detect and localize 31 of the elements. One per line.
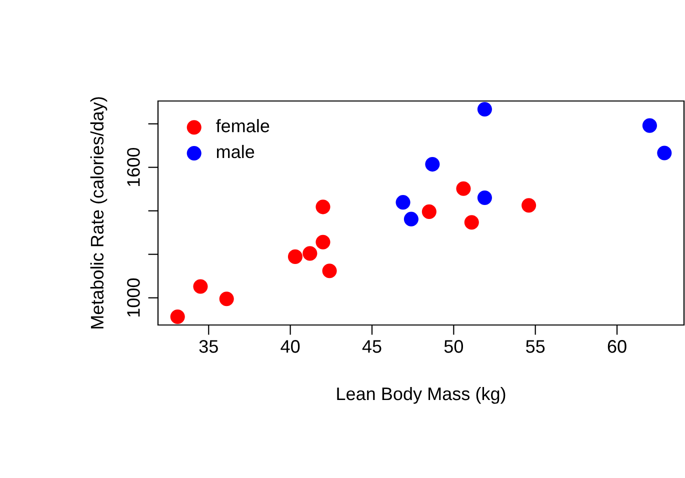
x-axis-title: Lean Body Mass (kg) (337, 386, 506, 404)
x-tick-label: 45 (362, 340, 382, 353)
x-tick-label: 50 (444, 340, 464, 353)
point (456, 181, 471, 196)
x-tick-label: 55 (526, 340, 545, 353)
point (657, 146, 672, 160)
point (477, 102, 492, 117)
legend-label: female (216, 119, 270, 132)
x-tick-label: 60 (608, 340, 626, 353)
point (302, 246, 318, 261)
point (288, 249, 302, 264)
point (422, 204, 436, 219)
legend-label: male (216, 144, 254, 158)
point (477, 190, 492, 206)
y-axis-title: Metabolic Rate (calories/day) (90, 97, 108, 328)
point (170, 309, 185, 324)
point (404, 212, 418, 226)
point (396, 195, 410, 210)
point (522, 198, 536, 213)
point (425, 157, 440, 172)
point (642, 118, 657, 133)
point (193, 279, 208, 294)
x-tick-label: 35 (199, 340, 218, 353)
x-tick-label: 40 (280, 340, 300, 353)
point (219, 292, 234, 306)
y-tick-label: 1000 (127, 278, 140, 317)
point (316, 234, 330, 250)
point (322, 264, 337, 278)
point (464, 215, 479, 230)
y-tick-label: 1600 (127, 148, 140, 186)
point (316, 200, 330, 214)
